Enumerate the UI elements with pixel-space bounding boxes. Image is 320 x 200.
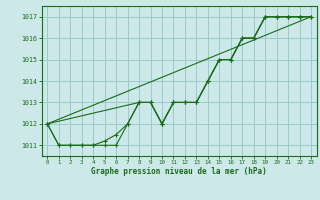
X-axis label: Graphe pression niveau de la mer (hPa): Graphe pression niveau de la mer (hPa): [91, 167, 267, 176]
